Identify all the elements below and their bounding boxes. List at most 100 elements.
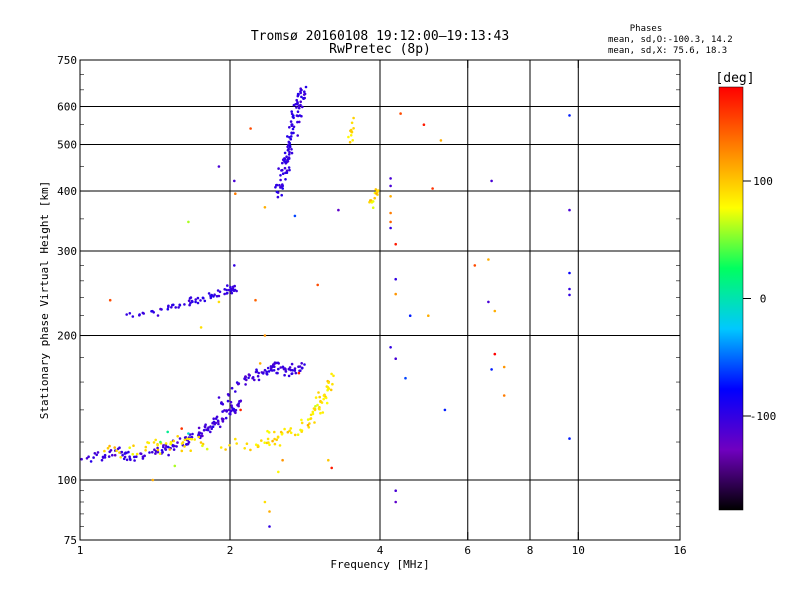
- data-point: [288, 429, 291, 433]
- data-point: [268, 443, 271, 447]
- data-point: [193, 438, 196, 441]
- data-point: [502, 394, 506, 397]
- data-point: [113, 446, 116, 449]
- data-point: [282, 367, 286, 371]
- data-point: [249, 448, 252, 452]
- data-point: [186, 442, 190, 446]
- data-point: [292, 116, 295, 120]
- data-point: [121, 453, 124, 457]
- data-point: [568, 114, 571, 117]
- data-point: [199, 434, 203, 438]
- data-point: [158, 452, 162, 456]
- data-point: [297, 106, 301, 110]
- data-point: [287, 153, 291, 156]
- chart-title-line1: Tromsø 20160108 19:12:00–19:13:43: [251, 29, 509, 44]
- data-point: [291, 369, 295, 372]
- data-point: [223, 288, 226, 291]
- data-point: [295, 114, 299, 117]
- data-point: [330, 372, 333, 376]
- grid-lines: [80, 60, 680, 540]
- data-point: [490, 179, 493, 183]
- data-point: [189, 296, 193, 299]
- data-point: [204, 423, 207, 427]
- data-point: [147, 441, 151, 445]
- data-point: [260, 439, 263, 442]
- data-point: [322, 394, 326, 397]
- data-point: [307, 426, 311, 429]
- data-point: [281, 168, 284, 172]
- data-point: [427, 314, 430, 318]
- data-point: [287, 367, 291, 371]
- data-point: [265, 370, 269, 374]
- x-tick-labels: 1 2 4 6 8 10 16: [77, 544, 687, 557]
- data-point: [217, 300, 221, 304]
- data-point: [139, 452, 142, 455]
- data-point: [103, 456, 107, 459]
- data-point: [273, 361, 277, 365]
- data-point: [394, 277, 398, 281]
- data-point: [295, 98, 299, 102]
- data-point: [108, 444, 111, 448]
- data-point: [337, 208, 340, 212]
- x-tick-label: 4: [377, 544, 384, 557]
- data-point: [300, 421, 304, 425]
- data-point: [289, 120, 293, 123]
- data-point: [286, 135, 289, 138]
- data-point: [107, 455, 111, 458]
- data-point: [369, 199, 372, 202]
- data-point: [159, 440, 162, 444]
- data-point: [422, 123, 426, 126]
- data-point: [236, 382, 240, 386]
- data-point: [374, 188, 378, 191]
- data-point: [247, 376, 250, 380]
- data-point: [280, 193, 284, 197]
- data-point: [201, 296, 205, 300]
- data-point: [167, 304, 170, 308]
- chart-title-line2: RwPretec (8p): [329, 42, 431, 57]
- data-point: [267, 441, 270, 444]
- data-point: [394, 500, 398, 504]
- data-point: [319, 400, 322, 404]
- data-point: [473, 264, 477, 267]
- data-point: [141, 457, 145, 460]
- data-point: [228, 444, 231, 447]
- data-point: [103, 449, 106, 453]
- data-point: [268, 510, 271, 513]
- x-tick-label: 1: [77, 544, 84, 557]
- y-tick-labels: 100 200 300 400 500 600 750 75: [57, 54, 77, 547]
- data-point: [180, 449, 184, 453]
- data-point: [231, 285, 235, 289]
- data-point: [205, 447, 209, 451]
- data-point: [253, 378, 256, 382]
- data-point: [300, 367, 304, 370]
- data-point: [135, 452, 139, 456]
- data-point: [210, 427, 213, 431]
- data-point: [376, 190, 379, 194]
- data-point: [229, 412, 232, 416]
- data-point: [92, 456, 95, 459]
- data-point: [245, 378, 248, 382]
- data-point: [189, 301, 192, 305]
- data-point: [80, 457, 83, 461]
- data-point: [309, 413, 313, 417]
- data-point: [226, 393, 230, 396]
- data-point: [225, 288, 228, 292]
- data-point: [318, 395, 322, 399]
- data-point: [287, 156, 291, 159]
- data-point: [399, 112, 402, 115]
- data-point: [275, 371, 278, 375]
- data-point: [111, 453, 114, 457]
- data-point: [199, 326, 203, 329]
- data-point: [178, 303, 181, 307]
- data-point: [176, 441, 179, 444]
- data-point: [290, 362, 294, 366]
- data-point: [164, 447, 167, 451]
- colorbar-ticks: 100 0 -100: [743, 175, 776, 423]
- data-point: [285, 155, 288, 158]
- data-point: [191, 300, 194, 304]
- y-tick-label: 750: [57, 54, 77, 67]
- data-point: [151, 478, 155, 482]
- data-point: [224, 416, 228, 420]
- data-point: [113, 453, 117, 457]
- data-point: [188, 437, 191, 441]
